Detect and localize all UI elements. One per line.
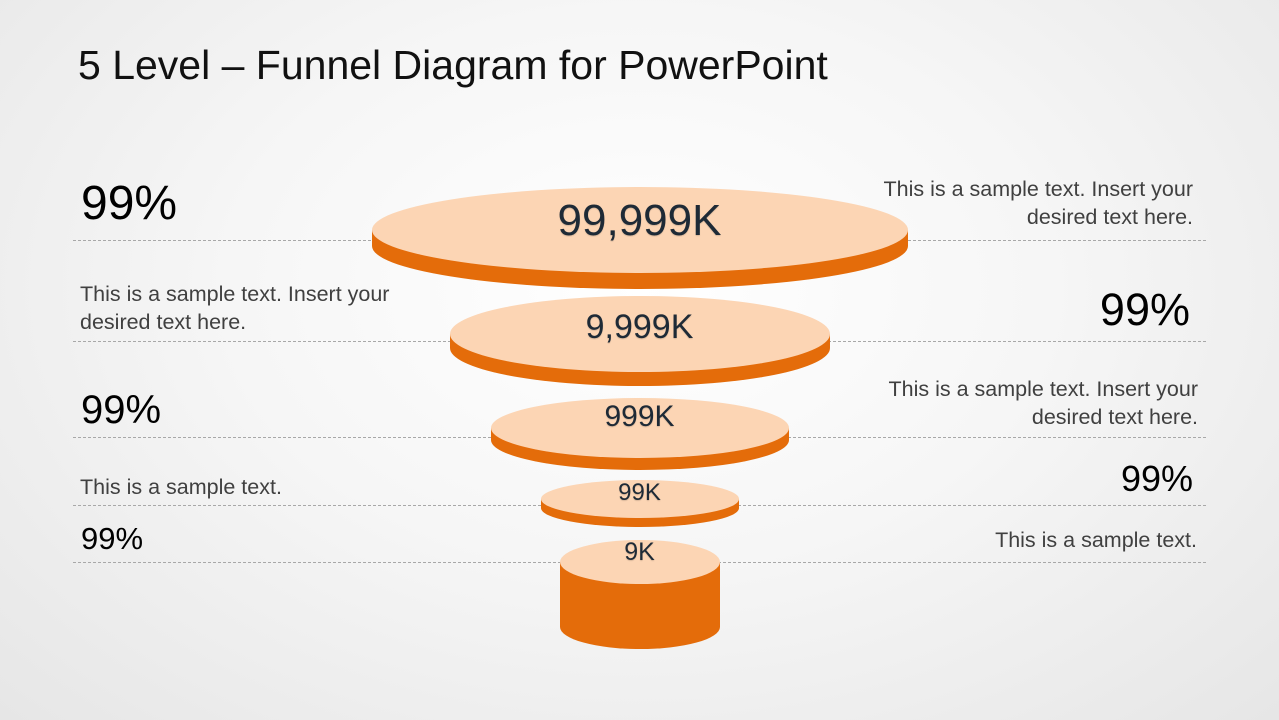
level-5-left-percent: 99% xyxy=(81,521,144,556)
slide-title: 5 Level – Funnel Diagram for PowerPoint xyxy=(78,42,828,88)
funnel-level-4 xyxy=(541,480,739,527)
level-4-right-percent: 99% xyxy=(1120,458,1193,499)
level-2-value: 9,999K xyxy=(585,308,694,346)
level-3-value: 999K xyxy=(604,400,675,433)
funnel-level-1 xyxy=(372,187,908,289)
level-3-left-percent: 99% xyxy=(81,388,162,432)
level-1-value: 99,999K xyxy=(557,196,722,245)
funnel-level-3 xyxy=(491,398,789,470)
level-5-value: 9K xyxy=(624,538,655,566)
level-5-right-text: This is a sample text. xyxy=(995,528,1197,552)
funnel-level-5 xyxy=(560,540,720,649)
level-3-right-text: This is a sample text. Insert your desir… xyxy=(888,377,1198,429)
level-1-left-percent: 99% xyxy=(81,177,178,230)
level-2-right-percent: 99% xyxy=(1099,284,1190,335)
level-1-right-text: This is a sample text. Insert your desir… xyxy=(883,177,1193,229)
funnel-level-2 xyxy=(450,296,830,386)
level-4-left-text: This is a sample text. xyxy=(80,475,282,499)
level-4-value: 99K xyxy=(618,479,661,506)
level-2-left-text: This is a sample text. Insert your desir… xyxy=(80,282,390,334)
